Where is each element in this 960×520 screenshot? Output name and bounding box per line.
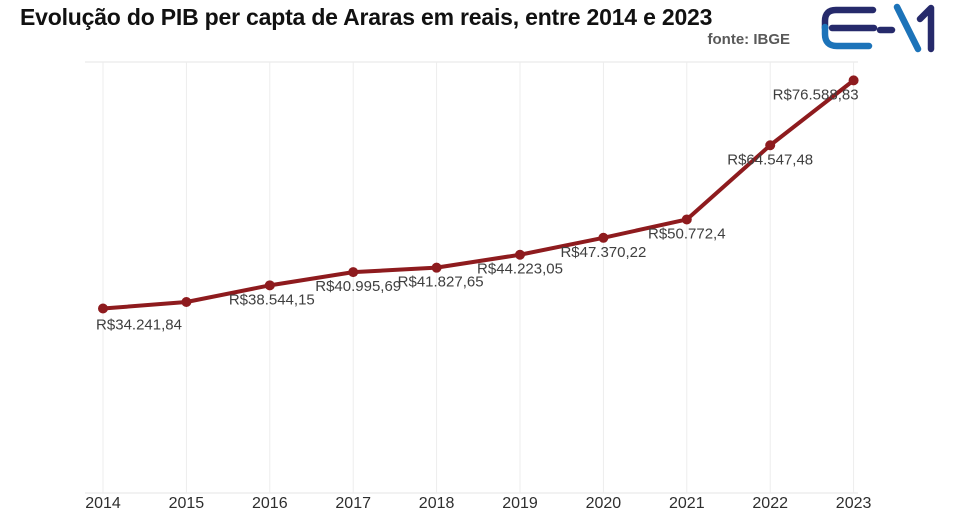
data-point-2016	[264, 280, 275, 291]
x-tick-2016: 2016	[252, 495, 288, 512]
x-tick-2023: 2023	[836, 495, 872, 512]
logo-hook-top	[821, 6, 877, 32]
x-tick-2021: 2021	[669, 495, 705, 512]
data-point-2015	[181, 297, 192, 308]
data-label-2016: R$38.544,15	[229, 291, 315, 308]
x-tick-2015: 2015	[169, 495, 205, 512]
data-label-2017: R$40.995,69	[315, 278, 401, 295]
page-title: Evolução do PIB per capta de Araras em r…	[20, 4, 713, 30]
data-label-2018: R$41.827,65	[398, 274, 484, 291]
x-tick-2017: 2017	[335, 495, 371, 512]
data-point-2021	[681, 214, 692, 225]
data-point-2022	[765, 140, 776, 151]
logo-hook-bottom	[821, 23, 873, 50]
data-label-2019: R$44.223,05	[477, 261, 563, 278]
logo-a-diagonal	[893, 3, 922, 53]
x-tick-2019: 2019	[502, 495, 538, 512]
data-point-2017	[348, 267, 359, 278]
data-label-2021: R$50.772,4	[648, 225, 726, 242]
x-tick-2018: 2018	[419, 495, 455, 512]
data-point-2023	[848, 75, 859, 86]
data-label-2022: R$64.547,48	[727, 151, 813, 168]
series-line	[101, 78, 856, 311]
x-tick-2020: 2020	[586, 495, 622, 512]
source-label: fonte: IBGE	[707, 31, 791, 48]
x-tick-2014: 2014	[85, 495, 121, 512]
data-point-2014	[98, 303, 108, 314]
ra1-logo	[821, 3, 935, 53]
data-point-2019	[515, 249, 525, 260]
data-label-2020: R$47.370,22	[560, 244, 646, 261]
data-label-2014: R$34.241,84	[96, 317, 182, 334]
logo-one	[916, 4, 935, 53]
x-tick-2022: 2022	[752, 495, 788, 512]
data-point-2020	[598, 232, 609, 243]
data-point-2018	[431, 262, 442, 273]
data-label-2023: R$76.588,83	[773, 86, 859, 103]
